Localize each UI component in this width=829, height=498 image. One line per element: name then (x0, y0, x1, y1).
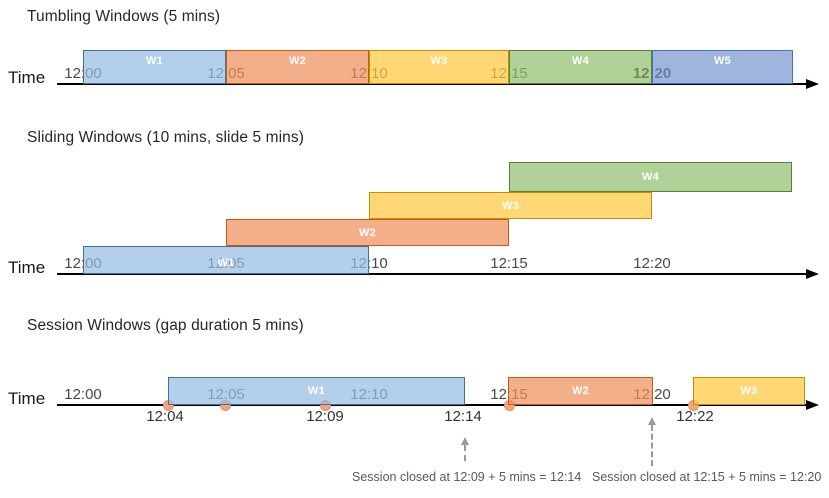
session-windows-callout-arrow-line (651, 425, 653, 466)
sliding-windows-tick-label: 12:15 (490, 255, 528, 272)
sliding-windows-axis-arrowhead-icon (806, 268, 819, 279)
session-windows-callout-text: Session closed at 12:09 + 5 mins = 12:14 (352, 470, 582, 484)
sliding-windows-time-axis (57, 273, 806, 275)
window-label: W3 (740, 385, 758, 397)
session-windows-window-w3: W3 (693, 377, 805, 405)
tumbling-windows-window-w2: W2 (226, 50, 369, 84)
tumbling-windows-time-axis-label: Time (8, 68, 46, 87)
tumbling-windows-window-w5: W5 (652, 50, 793, 84)
sliding-windows-title: Sliding Windows (10 mins, slide 5 mins) (27, 129, 304, 146)
window-label: W2 (358, 226, 377, 239)
window-label: W5 (713, 55, 732, 67)
window-label: W2 (571, 385, 590, 397)
tumbling-windows-time-axis (57, 83, 806, 85)
tumbling-windows-window-w3: W3 (369, 50, 509, 84)
window-label: W1 (145, 55, 164, 67)
session-windows-callout-arrow-line (464, 445, 466, 461)
session-windows-event-time-label: 12:14 (444, 408, 482, 425)
sliding-windows-window-w1: W1 (83, 246, 369, 274)
session-windows-axis-arrowhead-icon (806, 399, 819, 410)
session-windows-event-time-label: 12:22 (676, 408, 714, 425)
sliding-windows-window-w4: W4 (509, 162, 792, 192)
session-windows-time-axis (57, 404, 806, 406)
session-windows-callout-arrow-icon (647, 417, 656, 425)
session-windows-callout-text: Session closed at 12:15 + 5 mins = 12:20 (592, 470, 822, 484)
window-label: W3 (501, 199, 520, 212)
session-windows-window-w1: W1 (168, 377, 465, 405)
window-label: W2 (288, 55, 307, 67)
sliding-windows-time-axis-label: Time (8, 258, 46, 277)
session-windows-event-time-label: 12:09 (306, 408, 344, 425)
session-windows-callout-arrow-icon (460, 437, 469, 445)
window-label: W1 (217, 257, 235, 269)
session-windows-time-axis-label: Time (8, 389, 46, 408)
session-windows-tick-label: 12:00 (64, 386, 102, 403)
window-label: W4 (571, 55, 590, 67)
session-windows-event-time-label: 12:04 (146, 408, 184, 425)
tumbling-windows-axis-arrowhead-icon (806, 78, 819, 89)
window-label: W4 (641, 171, 660, 183)
tumbling-windows-window-w4: W4 (509, 50, 652, 84)
tumbling-windows-title: Tumbling Windows (5 mins) (27, 8, 221, 25)
window-label: W3 (430, 55, 448, 67)
sliding-windows-window-w2: W2 (226, 219, 509, 246)
tumbling-windows-window-w1: W1 (83, 50, 226, 84)
sliding-windows-tick-label: 12:20 (633, 255, 671, 272)
session-windows-window-w2: W2 (508, 377, 653, 405)
window-label: W1 (307, 385, 326, 397)
sliding-windows-window-w3: W3 (369, 192, 652, 219)
session-windows-title: Session Windows (gap duration 5 mins) (27, 317, 304, 334)
